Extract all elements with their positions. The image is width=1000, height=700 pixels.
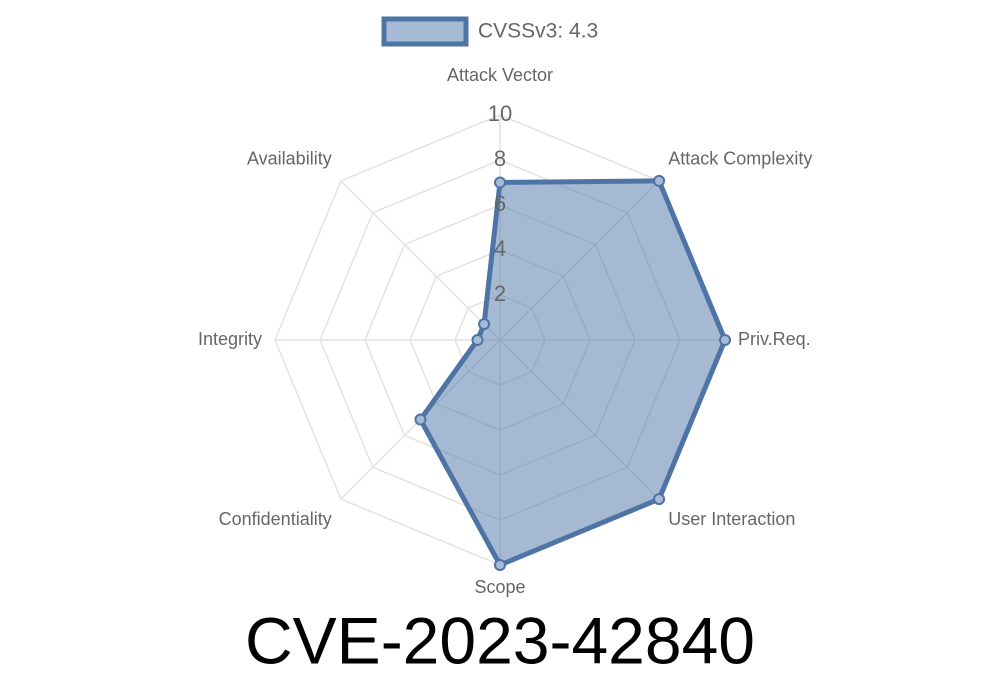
r-tick-label: 10: [488, 101, 512, 126]
axis-label: Priv.Req.: [738, 329, 811, 349]
data-point: [494, 559, 506, 571]
axis-label: Scope: [474, 577, 525, 597]
legend-label: CVSSv3: 4.3: [478, 20, 598, 43]
axis-label: Availability: [247, 148, 332, 168]
legend-swatch: [381, 16, 469, 47]
data-point: [478, 318, 491, 331]
data-point: [719, 334, 731, 346]
r-tick-label: 2: [494, 281, 506, 306]
radar-area: [417, 178, 728, 568]
chart-title: CVE-2023-42840: [245, 603, 755, 677]
data-point: [653, 493, 666, 506]
data-point: [494, 176, 506, 189]
r-tick-label: 6: [494, 191, 506, 216]
axis-spoke: [340, 180, 501, 341]
axis-label: Attack Complexity: [668, 148, 812, 168]
axis-label: Attack Vector: [447, 65, 553, 85]
data-point: [653, 174, 666, 187]
r-tick-label: 8: [494, 146, 506, 171]
axis-label: User Interaction: [668, 509, 795, 529]
axis-label: Integrity: [198, 329, 262, 349]
data-point: [471, 334, 484, 346]
r-tick-label: 4: [494, 236, 506, 261]
axis-label: Confidentiality: [219, 509, 332, 529]
data-point: [414, 413, 427, 426]
